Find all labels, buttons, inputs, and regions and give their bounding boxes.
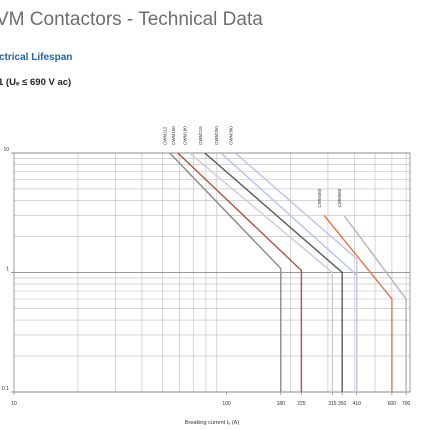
series-line bbox=[189, 152, 334, 392]
series-label: CWM300 bbox=[228, 126, 233, 145]
x-axis-title: Breaking current Iₑ (A) bbox=[185, 420, 239, 426]
x-tick-label: 410 bbox=[353, 401, 362, 407]
series-label: CWM112 bbox=[163, 126, 168, 145]
x-tick-label: 600 bbox=[388, 401, 397, 407]
page-title: VM Contactors - Technical Data bbox=[0, 9, 263, 30]
y-tick-label: 1 bbox=[6, 267, 9, 273]
x-tick-label: 315 bbox=[328, 401, 337, 407]
x-tick-label: 10 bbox=[11, 401, 17, 407]
plot-frame bbox=[13, 152, 411, 393]
subsection-title: 1 (Uₑ ≤ 690 V ac) bbox=[0, 77, 71, 88]
x-tick-label: 180 bbox=[277, 401, 286, 407]
y-tick-label: 10 bbox=[3, 147, 9, 153]
series-line bbox=[204, 152, 343, 392]
series-label: CWM180 bbox=[183, 126, 188, 145]
series-line bbox=[323, 215, 393, 392]
series-label: CWM560 bbox=[337, 188, 342, 207]
x-tick-label: 700 bbox=[402, 401, 411, 407]
series-label: CWM150 bbox=[171, 126, 176, 145]
series-line bbox=[234, 152, 358, 392]
y-tick-label: 0.1 bbox=[2, 386, 9, 392]
series-line bbox=[169, 152, 282, 392]
series-label: CWM450 bbox=[317, 188, 322, 207]
x-tick-label: 350 bbox=[338, 401, 347, 407]
series-label: CWM250 bbox=[214, 126, 219, 145]
series-line bbox=[343, 215, 407, 392]
series-line bbox=[177, 152, 303, 392]
series-label: CWM215 bbox=[198, 126, 203, 145]
x-tick-label: 225 bbox=[297, 401, 306, 407]
x-tick-label: 100 bbox=[222, 401, 231, 407]
section-title: ctrical Lifespan bbox=[0, 52, 72, 63]
